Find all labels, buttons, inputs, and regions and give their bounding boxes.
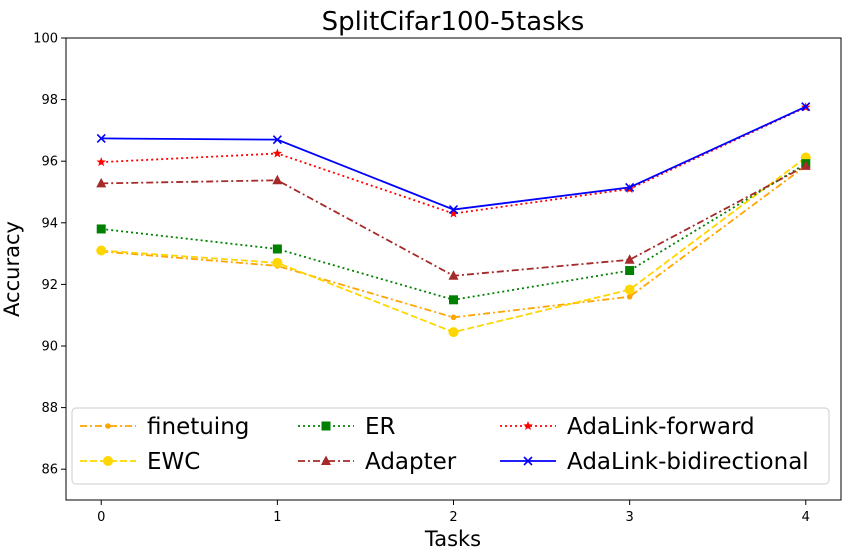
legend-marker [105,423,111,429]
data-point [272,174,283,185]
legend-entry: AdaLink-forward [500,414,755,440]
legend-entry: Adapter [298,449,457,475]
data-point [272,257,283,268]
y-axis-title: Accuracy [0,221,24,317]
legend-label: AdaLink-bidirectional [567,449,809,475]
series-line [101,105,807,211]
x-tick-label: 1 [273,510,281,525]
series-3 [96,159,811,305]
x-axis-title: Tasks [424,527,481,551]
legend-marker [523,456,533,466]
data-point [625,182,635,192]
y-tick-label: 98 [41,93,58,108]
legend-marker [321,455,331,465]
data-point [96,245,107,256]
data-point [96,224,106,234]
legend-label: Adapter [365,449,457,475]
data-point [448,270,459,280]
series-5 [96,102,811,218]
legend-label: AdaLink-forward [567,414,755,440]
legend: finetuing EWC ER Adapter AdaLink-forward AdaL… [71,407,830,485]
data-point [448,204,459,215]
data-point [800,160,811,170]
y-tick-label: 92 [41,278,58,293]
y-tick-label: 90 [41,340,58,355]
x-tick-label: 3 [625,510,633,525]
data-point [624,284,635,295]
x-tick-label: 4 [802,510,810,525]
data-point [96,177,107,188]
legend-entry: EWC [80,449,200,475]
data-point [801,102,811,112]
data-point [96,157,106,167]
legend-entry: finetuing [80,414,249,440]
legend-label: finetuing [147,414,249,440]
series-layer [96,102,811,338]
legend-entry: AdaLink-bidirectional [500,449,809,475]
x-tick-label: 2 [449,510,457,525]
legend-marker [321,421,331,431]
y-tick-label: 86 [41,463,58,478]
y-tick-label: 100 [33,32,58,47]
legend-label: ER [365,414,396,440]
legend-label: EWC [147,449,200,475]
data-point [272,244,282,254]
data-point [448,327,459,338]
y-tick-label: 96 [41,155,58,170]
legend-marker [103,456,113,466]
series-line [101,106,807,215]
data-point [625,266,635,276]
legend-box [71,407,830,485]
data-point [448,208,459,218]
data-point [272,135,282,145]
axis-ticks: 86 88 90 92 94 96 98 100 0 1 2 3 4 [33,32,810,526]
x-tick-label: 0 [97,510,105,525]
plot-frame [65,37,842,501]
legend-marker [523,421,533,431]
data-point [450,314,457,321]
data-point [96,133,106,143]
data-point [624,254,635,264]
legend-entry: ER [298,414,396,440]
chart-title: SplitCifar100-5tasks [322,7,585,37]
y-tick-label: 94 [41,216,58,231]
series-4 [96,160,811,280]
data-point [272,148,283,158]
y-tick-label: 88 [41,401,58,416]
data-point [449,295,458,305]
series-2 [96,152,811,338]
data-point [626,293,633,300]
series-6 [96,102,811,215]
